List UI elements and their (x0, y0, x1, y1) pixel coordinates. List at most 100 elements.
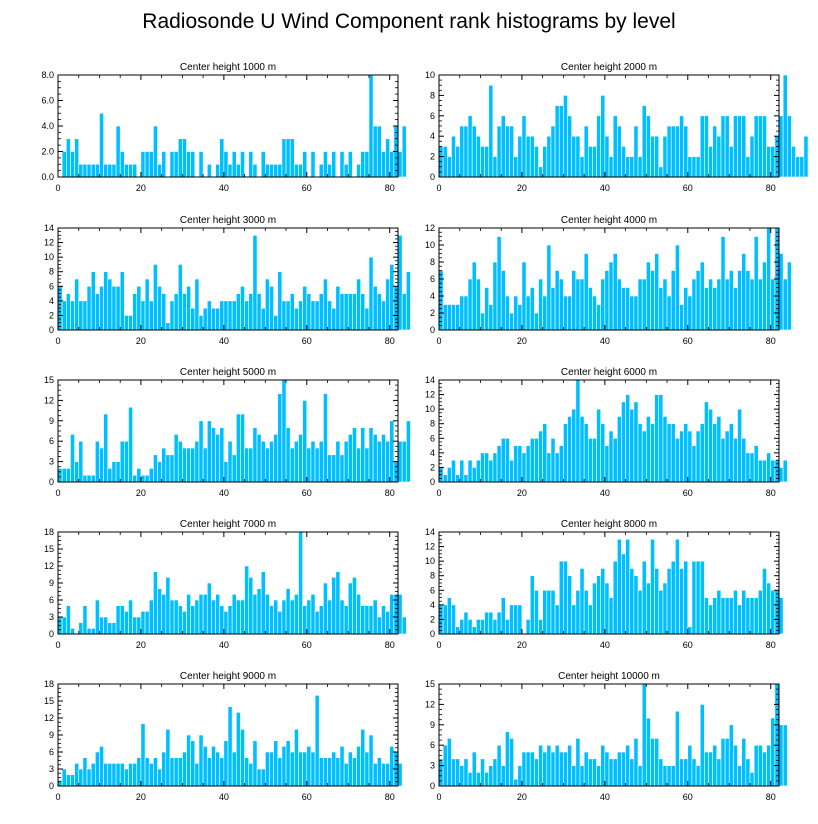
histogram-bar (360, 427, 366, 483)
panel-title: Center height 2000 m (561, 62, 657, 73)
histogram-bar (654, 394, 660, 483)
histogram-bar (61, 768, 67, 787)
y-tick-label: 0 (49, 325, 54, 335)
histogram-bar (770, 459, 776, 483)
histogram-bar (728, 270, 734, 331)
x-tick-label: 20 (136, 792, 146, 802)
x-tick-label: 60 (302, 336, 312, 346)
histogram-bar (558, 105, 564, 178)
histogram-bar (670, 125, 676, 178)
histogram-bar (90, 474, 96, 483)
histogram-bar (219, 300, 225, 331)
histogram-bar (115, 125, 121, 178)
histogram-bar (770, 146, 776, 178)
histogram-bar (741, 115, 747, 178)
histogram-bar (741, 589, 747, 635)
y-tick-label: 0 (49, 629, 54, 639)
histogram-bar (546, 589, 552, 635)
histogram-bar (70, 628, 75, 635)
histogram-bar (381, 763, 386, 787)
y-tick-label: 14 (44, 223, 54, 233)
histogram-bar (646, 717, 651, 787)
histogram-bar (103, 413, 109, 483)
histogram-bar (368, 74, 374, 178)
histogram-bar (227, 706, 233, 787)
histogram-bar (600, 744, 606, 787)
histogram-bar (666, 568, 672, 635)
histogram-bar (281, 300, 287, 331)
y-tick-label: 9 (430, 720, 435, 730)
histogram-bar (662, 416, 668, 483)
histogram-bar (753, 115, 759, 178)
histogram-bar (650, 738, 655, 787)
histogram-bar (778, 467, 784, 483)
histogram-bar (215, 307, 221, 331)
histogram-bar (712, 287, 718, 331)
x-tick-label: 60 (683, 792, 693, 802)
histogram-bar (248, 763, 254, 787)
histogram-bar (567, 115, 572, 178)
histogram-bar (670, 423, 676, 483)
histogram-bar (153, 454, 158, 483)
histogram-bar (778, 597, 784, 635)
histogram-bar (323, 582, 328, 635)
histogram-bar (157, 768, 162, 787)
histogram-bar (397, 594, 403, 635)
histogram-bar (762, 459, 767, 483)
histogram-bar (757, 589, 763, 635)
y-tick-label: 3 (49, 764, 54, 774)
histogram-bar (575, 589, 581, 635)
histogram-bar (575, 135, 581, 178)
histogram-bar (724, 597, 730, 635)
x-tick-label: 80 (385, 640, 395, 650)
histogram-bar (190, 605, 196, 635)
x-tick-label: 60 (683, 336, 693, 346)
histogram-bar (219, 427, 225, 483)
y-tick-label: 18 (44, 679, 54, 689)
histogram-bar (563, 560, 568, 635)
histogram-bar (455, 758, 461, 787)
histogram-bar (666, 765, 672, 787)
histogram-bar (782, 459, 788, 483)
y-tick-label: 12 (425, 542, 435, 552)
histogram-bar (273, 163, 279, 178)
histogram-bar (405, 420, 411, 483)
histogram-bar (596, 115, 602, 178)
histogram-bar (211, 599, 216, 635)
histogram-bar (446, 467, 452, 483)
histogram-bar (186, 734, 191, 787)
y-tick-label: 4.0 (41, 121, 54, 131)
histogram-bar (509, 312, 514, 331)
histogram-bar (480, 146, 485, 178)
histogram-bar (86, 163, 92, 178)
histogram-bar (716, 135, 722, 178)
x-tick-label: 20 (517, 488, 527, 498)
histogram-panel: Center height 3000 m 0 2 4 6 8 10 12 14 0 20 40 60 80 (44, 215, 411, 346)
y-tick-label: 12 (425, 390, 435, 400)
histogram-bar (592, 146, 597, 178)
histogram-bar (368, 605, 374, 635)
histogram-bar (658, 394, 664, 483)
y-tick-label: 0 (49, 781, 54, 791)
histogram-bar (314, 611, 320, 635)
histogram-bar (704, 597, 709, 635)
histogram-bar (119, 440, 125, 483)
histogram-bar (745, 270, 751, 331)
histogram-bar (579, 278, 585, 331)
y-tick-label: 15 (44, 696, 54, 706)
histogram-bar (385, 138, 391, 178)
histogram-bar (616, 751, 622, 787)
histogram-bar (587, 287, 593, 331)
histogram-bar (621, 287, 626, 331)
histogram-bar (144, 474, 150, 483)
histogram-panel: Center height 10000 m 0 3 6 9 12 15 0 20 40 60 80 (425, 671, 788, 802)
histogram-bar (459, 765, 465, 787)
histogram-bar (666, 423, 672, 483)
histogram-bar (500, 115, 506, 178)
histogram-bar (198, 594, 204, 635)
histogram-bar (339, 293, 345, 331)
x-tick-label: 60 (302, 183, 312, 193)
histogram-bar (364, 751, 370, 787)
histogram-bar (343, 763, 349, 787)
histogram-bar (240, 285, 245, 331)
